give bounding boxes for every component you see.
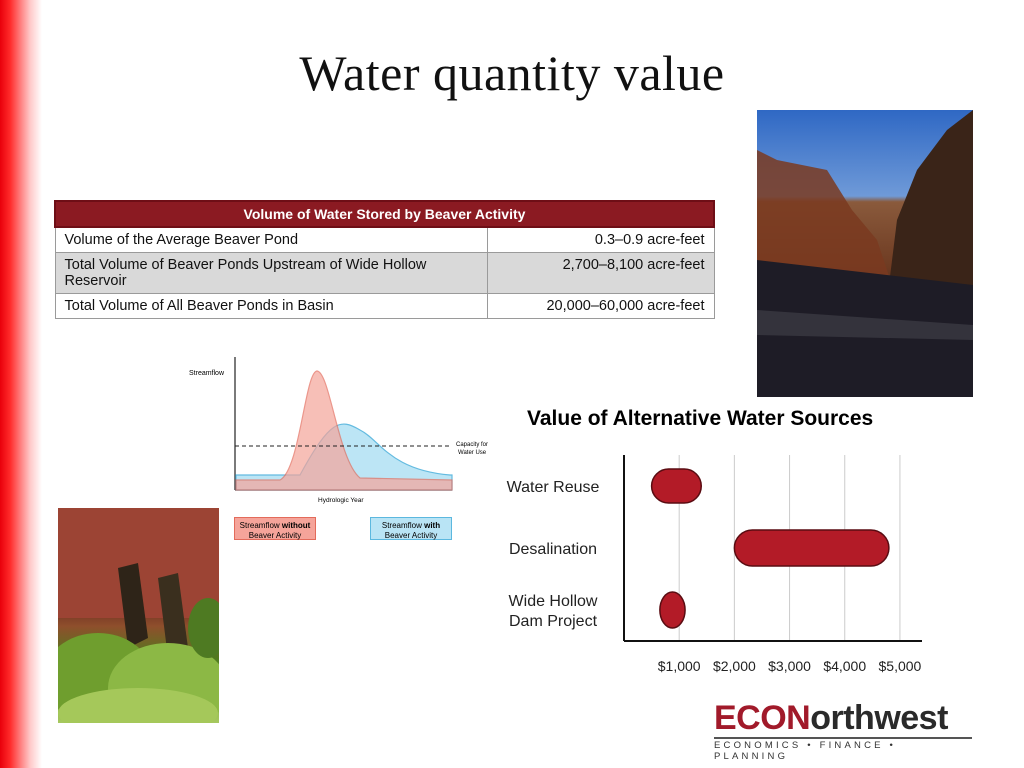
category-label: Dam Project	[509, 613, 598, 630]
range-bar	[650, 468, 703, 504]
tick-label: $5,000	[879, 658, 922, 674]
legend-text-bold: without	[281, 521, 311, 530]
legend-text: Beaver Activity	[248, 531, 302, 540]
tick-label: $2,000	[713, 658, 756, 674]
legend-text: Streamflow	[381, 521, 425, 530]
table-header: Volume of Water Stored by Beaver Activit…	[54, 200, 715, 228]
logo-part2: orthwest	[810, 699, 948, 737]
table-cell-value: 2,700–8,100 acre-feet	[486, 252, 715, 294]
table-row: Volume of the Average Beaver Pond 0.3–0.…	[54, 226, 715, 253]
table-row: Total Volume of All Beaver Ponds in Basi…	[54, 293, 715, 319]
legend-text-bold: with	[424, 521, 441, 530]
canyon-photo	[757, 110, 973, 397]
tick-label: $4,000	[823, 658, 866, 674]
streamflow-axis-label: Streamflow	[189, 370, 225, 377]
category-label: Water Reuse	[507, 479, 600, 496]
legend-text: Streamflow	[239, 521, 282, 530]
tick-label: $3,000	[768, 658, 811, 674]
hydrologic-year-label: Hydrologic Year	[318, 497, 364, 504]
range-bar	[733, 529, 890, 567]
beaver-volume-table: Volume of Water Stored by Beaver Activit…	[54, 200, 715, 319]
legend-without-beaver: Streamflow without Beaver Activity	[234, 517, 316, 540]
table-cell-value: 20,000–60,000 acre-feet	[486, 293, 715, 319]
logo-wordmark: ECONorthwest	[714, 700, 972, 736]
tick-label: $1,000	[658, 658, 701, 674]
capacity-label-2: Water Use	[458, 450, 487, 456]
category-label: Desalination	[509, 541, 597, 558]
range-bar	[659, 591, 686, 629]
legend-with-beaver: Streamflow with Beaver Activity	[370, 517, 452, 540]
legend-text: Beaver Activity	[384, 531, 438, 540]
table-cell-label: Total Volume of Beaver Ponds Upstream of…	[54, 252, 488, 294]
value-chart-title: Value of Alternative Water Sources	[527, 407, 874, 430]
slide-edge-gradient	[0, 0, 42, 768]
cliff-photo	[58, 508, 219, 723]
capacity-label-1: Capacity for	[456, 442, 488, 448]
canyon-photo-art	[757, 110, 973, 397]
category-label: Wide Hollow	[509, 593, 598, 610]
table-cell-label: Total Volume of All Beaver Ponds in Basi…	[54, 293, 488, 319]
logo-tagline: ECONOMICS • FINANCE • PLANNING	[714, 737, 972, 762]
econorthwest-logo: ECONorthwest ECONOMICS • FINANCE • PLANN…	[714, 700, 972, 762]
table-row: Total Volume of Beaver Ponds Upstream of…	[54, 252, 715, 294]
table-cell-value: 0.3–0.9 acre-feet	[486, 226, 715, 253]
table-cell-label: Volume of the Average Beaver Pond	[54, 226, 488, 253]
slide-title: Water quantity value	[299, 45, 725, 101]
cliff-photo-art	[58, 508, 219, 723]
with-beaver-curve	[235, 423, 453, 491]
without-beaver-curve	[235, 370, 453, 491]
logo-part1: ECON	[714, 699, 811, 737]
